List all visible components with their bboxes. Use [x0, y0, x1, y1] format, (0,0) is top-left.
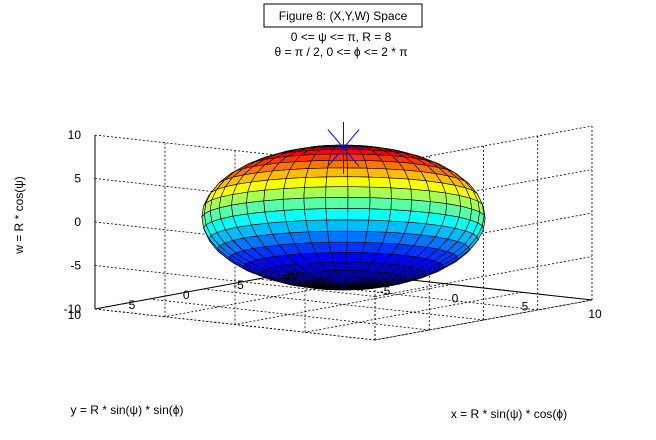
y-tick-label: 0 — [183, 288, 190, 302]
surface-patch — [247, 211, 269, 226]
surface-patch — [325, 186, 349, 198]
surface-patch — [325, 196, 349, 209]
grid-line — [94, 265, 376, 297]
surface-patch — [364, 231, 387, 244]
x-tick-label: 10 — [588, 307, 602, 321]
surface-patch — [285, 220, 309, 234]
surface-patch — [326, 219, 349, 232]
plot-subtitle-line-1: 0 <= ψ <= π, R = 8 — [291, 30, 392, 44]
surface-patch — [283, 177, 307, 189]
x-tick-label: -5 — [380, 284, 391, 298]
plot-title: Figure 8: (X,Y,W) Space — [279, 9, 408, 23]
ellipsoid-surface — [201, 144, 486, 291]
surface-patch — [388, 177, 412, 190]
surface-patch — [368, 208, 392, 222]
surface-patch — [366, 219, 390, 233]
grid-line — [374, 299, 593, 341]
surface-patch — [347, 208, 371, 221]
surface-patch — [347, 219, 370, 232]
grid-line — [374, 256, 593, 297]
surface-patch — [246, 200, 266, 215]
y-tick-label: 10 — [68, 308, 82, 322]
y-tick-label: -10 — [281, 268, 299, 282]
y-tick-label: -5 — [233, 278, 244, 292]
surface-patch — [304, 176, 327, 188]
surface-patch — [326, 167, 349, 178]
surface-patch — [345, 252, 363, 263]
title-box — [263, 3, 423, 28]
marker-stroke — [327, 129, 360, 167]
surface-patch — [368, 176, 392, 189]
plot-subtitle-line-2: θ = π / 2, 0 <= ϕ <= 2 * π — [274, 45, 407, 59]
grid-line — [149, 298, 430, 331]
x-tick-label: -10 — [306, 276, 324, 290]
surface-patch — [327, 230, 348, 243]
grid-line — [203, 288, 484, 321]
surface-patch — [408, 178, 430, 192]
surface-patch — [282, 197, 305, 211]
surface-patch — [282, 187, 305, 200]
surface-patch — [305, 219, 328, 233]
surface-patch — [263, 188, 285, 202]
surface-patch — [410, 199, 431, 213]
surface-patch — [347, 196, 371, 210]
surface-patch — [408, 210, 430, 225]
surface-patch — [330, 252, 347, 263]
surface-patch — [328, 241, 348, 253]
y-axis-label: y = R * sin(ψ) * sin(ϕ) — [71, 403, 184, 417]
z-tick-label: -10 — [64, 302, 82, 316]
grid-line — [311, 268, 593, 301]
surface-patch — [390, 187, 413, 201]
surface-patch — [388, 209, 412, 223]
surface-patch — [410, 188, 431, 202]
grid-line — [94, 308, 376, 341]
surface-patch — [264, 178, 287, 191]
grid-line — [234, 284, 453, 325]
surface-patch — [327, 159, 348, 169]
grid-line — [374, 299, 593, 341]
surface-patch — [263, 198, 285, 213]
grid-line — [257, 278, 538, 311]
x-axis-label: x = R * sin(ψ) * cos(ϕ) — [451, 407, 567, 421]
surface-patch — [307, 159, 330, 169]
y-tick-label: 5 — [129, 298, 136, 312]
surface-patch — [347, 167, 370, 178]
x-tick-label: 5 — [522, 299, 529, 313]
surface-patch — [347, 186, 371, 198]
surface-patch — [366, 167, 390, 179]
surface-patch — [283, 208, 307, 222]
surface-patch — [305, 167, 328, 178]
surface-patch — [332, 261, 347, 271]
surface-patch — [325, 208, 349, 221]
surface-patch — [346, 230, 368, 243]
surface-patch — [307, 230, 330, 244]
z-tick-label: 5 — [74, 172, 81, 186]
surface-patch — [390, 198, 413, 212]
surface-patch — [347, 176, 371, 188]
surface-patch — [264, 209, 287, 224]
z-tick-label: 10 — [68, 128, 82, 142]
surface-patch — [304, 208, 327, 221]
x-tick-label: 0 — [452, 292, 459, 306]
asterisk-marker — [321, 121, 366, 174]
z-tick-label: -5 — [70, 259, 81, 273]
surface-patch — [346, 241, 366, 254]
surface-patch — [285, 168, 309, 179]
surface-patch — [303, 186, 327, 199]
z-axis-label: w = R * cos(ψ) — [12, 176, 26, 255]
surface-patch — [303, 197, 327, 210]
grid-line — [304, 291, 523, 333]
surface-patch — [385, 220, 409, 234]
z-tick-label: 0 — [74, 215, 81, 229]
surface-patch — [369, 186, 392, 199]
surface-patch — [369, 197, 392, 210]
surface-patch — [325, 176, 349, 188]
